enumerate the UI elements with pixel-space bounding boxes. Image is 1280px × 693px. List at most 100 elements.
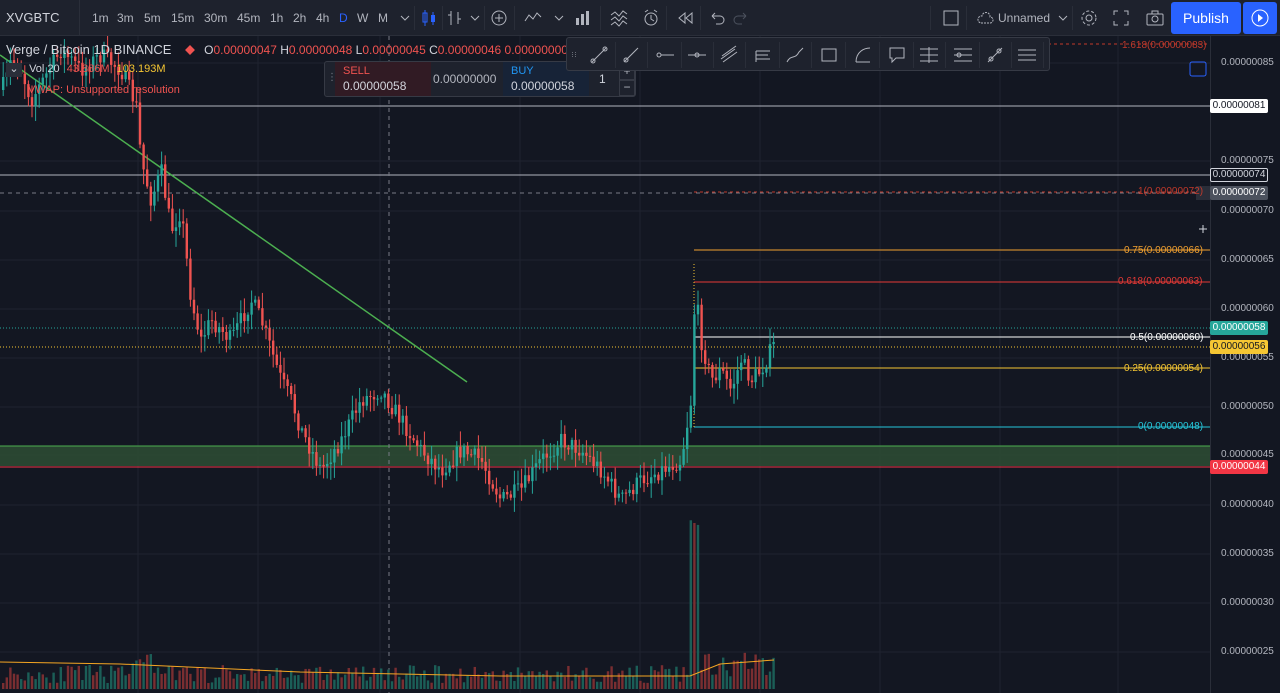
parallel-channel-icon[interactable] xyxy=(719,45,739,65)
volume-bar xyxy=(491,671,494,689)
drag-handle-icon[interactable] xyxy=(569,45,579,65)
chevron-down-icon[interactable] xyxy=(466,9,484,27)
volume-bar xyxy=(218,677,221,689)
volume-bar xyxy=(678,681,682,689)
timeframe-45m[interactable]: 45m xyxy=(237,11,261,25)
fullscreen-icon[interactable] xyxy=(1112,9,1130,27)
chevron-down-icon[interactable] xyxy=(396,9,414,27)
gear-icon[interactable] xyxy=(1080,9,1098,27)
volume-bar xyxy=(495,680,498,689)
timeframe-15m[interactable]: 15m xyxy=(171,11,195,25)
volume-bar xyxy=(570,680,574,689)
arc-icon[interactable] xyxy=(853,45,873,65)
candle-body xyxy=(686,427,689,450)
sell-button[interactable]: SELL 0.00000058 xyxy=(335,62,431,96)
measure-icon[interactable] xyxy=(985,45,1005,65)
quantity-minus-button[interactable]: − xyxy=(619,80,635,96)
trend-line xyxy=(0,54,468,383)
brush-icon[interactable] xyxy=(785,45,805,65)
horizontal-line-icon[interactable] xyxy=(687,45,707,65)
volume-bar xyxy=(614,681,617,689)
publish-options-button[interactable] xyxy=(1243,2,1277,34)
layout-name-label[interactable]: Unnamed xyxy=(998,11,1051,25)
collapse-chevron-icon[interactable]: ⌄ xyxy=(6,63,22,77)
candles-chart-type-icon[interactable] xyxy=(420,9,438,27)
price-chart[interactable] xyxy=(0,36,1210,693)
fib-extension-icon[interactable] xyxy=(953,45,973,65)
candle-body xyxy=(538,459,541,464)
volume-bar xyxy=(668,668,671,689)
timeframe-m[interactable]: M xyxy=(378,11,388,25)
more-lines-icon[interactable] xyxy=(1017,45,1037,65)
volume-bar xyxy=(336,672,340,689)
buy-button[interactable]: BUY 0.00000058 xyxy=(503,62,589,96)
top-toolbar: XVGBTC 1m 3m 5m 15m 30m 45m 1h 2h 4h D W M Unnamed … xyxy=(0,0,1280,36)
timeframe-1h[interactable]: 1h xyxy=(270,11,284,25)
price-tag: 0.00000058 xyxy=(1210,321,1268,335)
volume-bar xyxy=(423,670,426,689)
timeframe-4h[interactable]: 4h xyxy=(316,11,330,25)
price-axis-label: 0.00000030 xyxy=(1221,597,1274,608)
rectangle-icon[interactable] xyxy=(819,45,839,65)
undo-icon[interactable] xyxy=(708,9,726,27)
pitchfork-icon[interactable] xyxy=(753,45,773,65)
volume-bar xyxy=(405,673,408,689)
candle-body xyxy=(718,368,721,381)
chevron-down-icon[interactable] xyxy=(550,9,568,27)
candle-body xyxy=(254,299,257,303)
volume-bar xyxy=(462,682,466,689)
candle-body xyxy=(545,453,548,458)
volume-bar xyxy=(650,666,653,689)
replay-rewind-icon[interactable] xyxy=(676,9,694,27)
volume-bar xyxy=(545,670,548,689)
candle-body xyxy=(120,74,124,80)
volume-bar xyxy=(700,669,703,689)
ray-icon[interactable] xyxy=(621,45,641,65)
publish-button[interactable]: Publish xyxy=(1171,2,1241,34)
timeframe-2h[interactable]: 2h xyxy=(293,11,307,25)
trend-line-icon[interactable] xyxy=(589,45,609,65)
toolbar-divider xyxy=(966,6,967,30)
legend-ohlc: O0.00000047 H0.00000048 L0.00000045 C0.0… xyxy=(204,43,576,57)
crosshair-plus-bg xyxy=(1196,186,1210,200)
volume-bar xyxy=(376,672,379,689)
timeframe-3m[interactable]: 3m xyxy=(117,11,134,25)
compare-add-symbol-icon[interactable] xyxy=(490,9,508,27)
candle-body xyxy=(203,335,206,337)
price-axis[interactable]: 0.00000085 0.00000075 0.00000070 0.00000065… xyxy=(1210,36,1280,693)
alert-clock-icon[interactable] xyxy=(642,9,660,27)
symbol-search-button[interactable]: XVGBTC xyxy=(0,0,80,36)
horizontal-ray-icon[interactable] xyxy=(655,45,675,65)
fullscreen-square-icon[interactable] xyxy=(942,9,960,27)
chevron-down-icon[interactable] xyxy=(1054,9,1072,27)
volume-bar xyxy=(736,660,739,689)
volume-bar xyxy=(387,669,390,689)
volume-bar xyxy=(326,674,329,689)
timeframe-5m[interactable]: 5m xyxy=(144,11,161,25)
candle-body xyxy=(488,470,491,485)
bars-style-icon[interactable] xyxy=(446,9,464,27)
volume-bar xyxy=(286,677,289,689)
price-tag: 0.00000074 xyxy=(1210,168,1268,182)
volume-bar xyxy=(293,675,296,689)
indicators-icon[interactable] xyxy=(524,9,542,27)
financials-icon[interactable] xyxy=(574,9,592,27)
candle-body xyxy=(441,467,444,476)
camera-icon[interactable] xyxy=(1146,9,1164,27)
timeframe-30m[interactable]: 30m xyxy=(204,11,228,25)
timeframe-1m[interactable]: 1m xyxy=(92,11,109,25)
quantity-input[interactable]: 1 xyxy=(599,72,606,86)
fib-retracement-icon[interactable] xyxy=(919,45,939,65)
candle-body xyxy=(63,50,66,59)
callout-icon[interactable] xyxy=(887,45,907,65)
volume-bar xyxy=(646,682,649,689)
volume-bar xyxy=(16,674,19,689)
timeframe-w[interactable]: W xyxy=(357,11,369,25)
candle-body xyxy=(315,452,318,466)
timeframe-d[interactable]: D xyxy=(339,11,348,25)
redo-icon[interactable] xyxy=(732,9,750,27)
drag-handle-icon[interactable]: ⋮ xyxy=(327,72,337,83)
volume-bar xyxy=(455,678,458,689)
volume-label: Vol 20 xyxy=(29,63,60,75)
templates-icon[interactable] xyxy=(610,9,628,27)
